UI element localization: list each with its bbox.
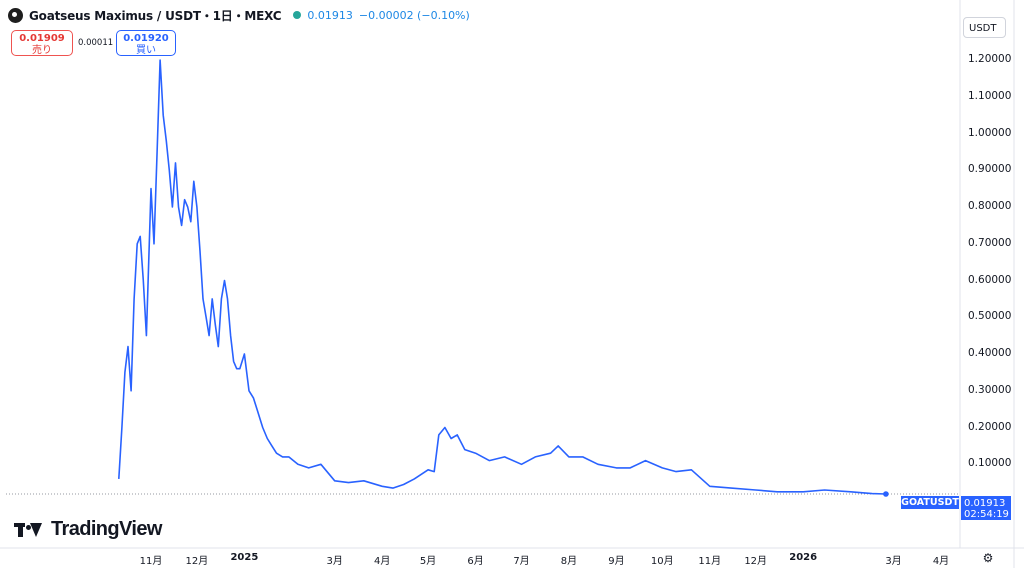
y-tick-label: 0.50000: [968, 310, 1012, 323]
x-tick-label: 2026: [789, 552, 818, 563]
buy-price: 0.01920: [123, 33, 169, 44]
tradingview-wordmark: TradingView: [51, 518, 162, 540]
bar-countdown: 02:54:19: [964, 509, 1009, 520]
tradingview-mark-icon: [14, 521, 46, 539]
x-tick-label: 6月: [467, 556, 484, 567]
buy-button[interactable]: 0.01920 買い: [116, 30, 176, 56]
symbol-price-tag: GOATUSDT: [901, 496, 959, 509]
y-tick-label: 0.10000: [968, 457, 1012, 470]
x-tick-label: 2025: [230, 552, 259, 563]
market-status-icon: [293, 11, 302, 19]
chart-header: Goatseus Maximus / USDT・1日・MEXC 0.01913 …: [8, 4, 470, 26]
y-tick-label: 0.70000: [968, 236, 1012, 249]
y-tick-label: 0.80000: [968, 200, 1012, 212]
y-tick-label: 1.20000: [968, 53, 1012, 65]
y-tick-label: 1.10000: [968, 89, 1012, 102]
y-tick-label: 0.30000: [968, 383, 1012, 396]
x-tick-label: 4月: [374, 556, 391, 567]
symbol-title[interactable]: Goatseus Maximus / USDT・1日・MEXC: [29, 8, 282, 23]
buy-label: 買い: [136, 45, 156, 56]
currency-selector[interactable]: USDT: [963, 17, 1006, 38]
price-series-line: [118, 59, 886, 495]
x-tick-label: 3月: [326, 556, 343, 567]
current-price-tag: 0.01913 02:54:19: [961, 496, 1011, 520]
last-price-dot: [883, 491, 889, 497]
x-tick-label: 5月: [419, 556, 437, 567]
x-tick-label: 4月: [932, 556, 950, 567]
y-tick-label: 0.60000: [968, 273, 1012, 286]
current-price-value: 0.01913: [964, 498, 1006, 509]
x-tick-label: 12月: [744, 556, 768, 567]
spread-value: 0.00011: [78, 38, 114, 48]
x-tick-label: 8月: [560, 556, 578, 567]
x-tick-label: 3月: [885, 556, 902, 567]
y-tick-label: 0.90000: [968, 163, 1012, 176]
sell-label: 売り: [32, 45, 52, 56]
y-tick-label: 0.40000: [968, 347, 1012, 359]
x-tick-label: 11月: [698, 556, 722, 567]
y-tick-label: 1.00000: [968, 126, 1012, 139]
sell-price: 0.01909: [19, 33, 65, 44]
sell-button[interactable]: 0.01909 売り: [11, 30, 73, 56]
x-tick-label: 11月: [139, 556, 163, 567]
x-tick-label: 10月: [650, 556, 674, 567]
last-price: 0.01913: [307, 8, 353, 22]
x-tick-label: 9月: [608, 556, 625, 567]
price-change: −0.00002 (−0.10%): [358, 8, 470, 22]
gear-icon[interactable]: ⚙: [982, 551, 994, 565]
x-tick-label: 7月: [513, 556, 530, 567]
tradingview-logo[interactable]: TradingView: [14, 518, 162, 541]
goat-coin-icon: [8, 7, 23, 23]
x-tick-label: 12月: [185, 556, 209, 567]
y-tick-label: 0.20000: [968, 420, 1012, 433]
